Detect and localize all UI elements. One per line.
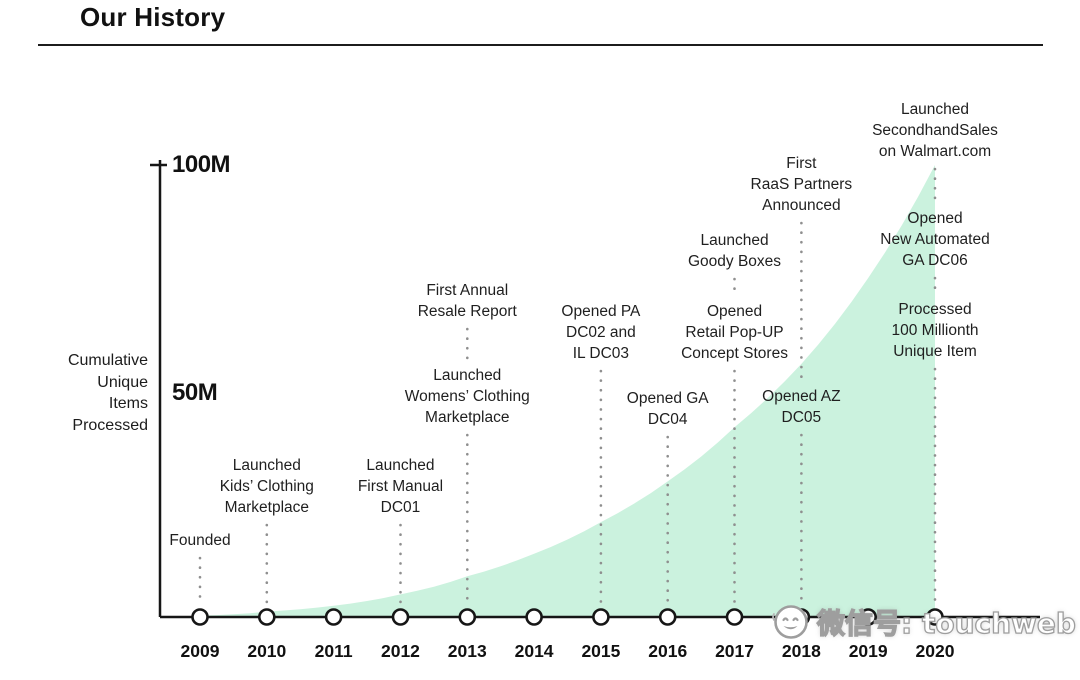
- annotation-line: Resale Report: [417, 303, 517, 320]
- year-marker-dot: [257, 608, 276, 626]
- annotation-line: 100 Millionth: [891, 322, 979, 339]
- annotation-line: Launched: [366, 457, 435, 474]
- annotation-line: GA DC06: [902, 252, 968, 269]
- annotation-line: Processed: [898, 301, 972, 318]
- annotation-line: First Annual: [426, 282, 509, 299]
- year-label: 2019: [848, 641, 888, 661]
- annotation-line: Opened GA: [626, 390, 709, 407]
- timeline-annotation: Founded: [169, 530, 230, 551]
- annotation-line: Concept Stores: [681, 345, 788, 362]
- annotation-line: RaaS Partners: [750, 176, 853, 193]
- year-label: 2017: [715, 641, 754, 661]
- y-tick-label-100m: 100M: [172, 151, 231, 178]
- timeline-annotation: Launched Womens’ Clothing Marketplace: [405, 365, 530, 428]
- year-label: 2010: [247, 641, 287, 661]
- annotation-line: Womens’ Clothing: [404, 388, 530, 405]
- year-label: 2016: [648, 641, 688, 661]
- year-marker-dot: [391, 608, 410, 626]
- year-marker-dot: [658, 608, 677, 626]
- year-marker-dot: [859, 608, 878, 626]
- timeline-annotation: Launched First Manual DC01: [358, 455, 443, 518]
- annotation-line: DC02 and: [566, 324, 636, 341]
- annotation-line: DC05: [781, 409, 822, 426]
- title-divider: [38, 44, 1043, 46]
- timeline-annotation: Launched Goody Boxes: [688, 230, 781, 272]
- year-label: 2012: [380, 641, 420, 661]
- annotation-line: Opened AZ: [762, 388, 841, 405]
- wechat-logo-icon: [772, 605, 808, 639]
- y-axis-label-line: Unique: [97, 373, 148, 391]
- year-label: 2015: [581, 641, 621, 661]
- annotation-line: Goody Boxes: [688, 253, 782, 270]
- growth-area: [200, 165, 935, 617]
- timeline-annotation: Opened Retail Pop-UP Concept Stores: [681, 301, 788, 364]
- year-marker-dot: [191, 608, 209, 626]
- annotation-line: DC04: [647, 411, 688, 428]
- y-axis-label: Cumulative Unique Items Processed: [28, 350, 148, 436]
- annotation-line: Opened: [706, 303, 763, 320]
- timeline-annotation: Launched SecondhandSales on Walmart.com: [872, 99, 998, 162]
- y-tick-label-50m: 50M: [172, 379, 218, 406]
- timeline-annotation: Opened GA DC04: [627, 388, 709, 430]
- annotation-line: Opened: [907, 210, 963, 227]
- timeline-annotation: Opened PA DC02 and IL DC03: [561, 301, 640, 364]
- year-marker-dot: [725, 608, 744, 626]
- annotation-line: Launched: [700, 232, 769, 249]
- year-label: 2013: [447, 641, 487, 661]
- y-axis-label-line: Processed: [72, 416, 148, 434]
- annotation-line: New Automated: [880, 231, 990, 248]
- year-marker-dot: [926, 608, 944, 626]
- annotation-line: Founded: [169, 532, 231, 549]
- year-marker-dot: [592, 608, 610, 626]
- annotation-line: Opened PA: [561, 303, 641, 320]
- annotation-line: Launched: [232, 457, 301, 474]
- annotation-line: SecondhandSales: [872, 122, 998, 139]
- annotation-line: Kids’ Clothing: [219, 478, 314, 495]
- annotation-line: Unique Item: [893, 343, 977, 360]
- annotation-line: Announced: [762, 197, 841, 214]
- timeline-annotation: First RaaS Partners Announced: [751, 153, 853, 216]
- year-marker-dot: [324, 608, 343, 626]
- timeline-annotation: Launched Kids’ Clothing Marketplace: [220, 455, 314, 518]
- annotation-line: Launched: [900, 101, 970, 118]
- annotation-line: First: [786, 155, 817, 172]
- annotation-line: IL DC03: [572, 345, 630, 362]
- year-marker-dot: [458, 608, 477, 626]
- annotation-line: DC01: [380, 499, 421, 516]
- watermark: 微信号: touchweb: [770, 602, 1077, 642]
- watermark-text: 微信号: touchweb: [816, 606, 1076, 640]
- annotation-line: Launched: [433, 367, 502, 384]
- page-title: Our History: [80, 2, 226, 32]
- y-axis-label-line: Items: [108, 395, 148, 412]
- year-label: 2020: [915, 641, 955, 661]
- annotation-line: Marketplace: [224, 499, 310, 516]
- year-label: 2018: [781, 641, 821, 661]
- timeline-annotation: First Annual Resale Report: [418, 280, 517, 322]
- annotation-line: Retail Pop-UP: [685, 324, 784, 341]
- annotation-line: First Manual: [357, 478, 444, 495]
- timeline-annotation: Opened AZ DC05: [762, 386, 840, 428]
- timeline-annotation: Processed 100 Millionth Unique Item: [891, 299, 978, 362]
- year-marker-dot: [525, 608, 543, 626]
- year-label: 2009: [180, 641, 220, 661]
- timeline-annotation: Opened New Automated GA DC06: [880, 208, 989, 271]
- year-label: 2014: [514, 641, 554, 661]
- annotation-line: Marketplace: [425, 409, 510, 426]
- year-label: 2011: [314, 641, 353, 661]
- annotation-line: on Walmart.com: [878, 143, 992, 160]
- y-axis-label-line: Cumulative: [67, 352, 148, 369]
